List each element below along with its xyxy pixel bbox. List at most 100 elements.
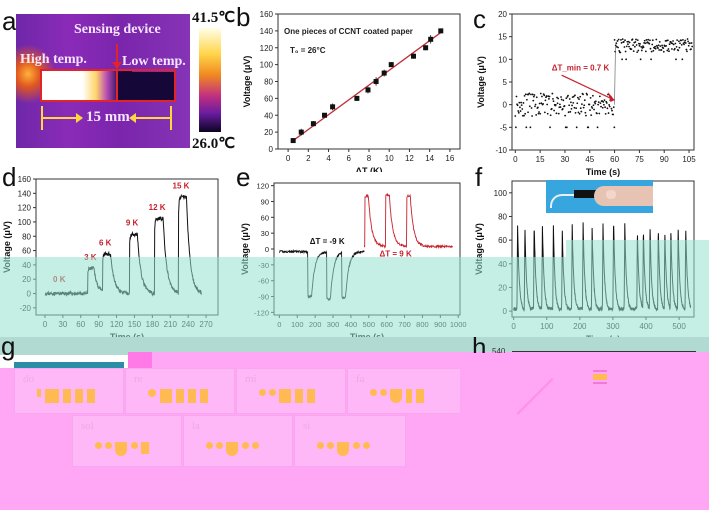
data-point xyxy=(322,112,328,118)
y-axis-label: Voltage (μV) xyxy=(476,56,486,108)
data-point xyxy=(603,103,605,106)
note-thumbnail: do xyxy=(14,368,124,414)
data-point xyxy=(569,110,572,113)
data-point xyxy=(584,111,587,114)
data-point xyxy=(643,39,646,42)
data-point xyxy=(672,43,675,46)
data-point xyxy=(659,45,662,48)
data-point xyxy=(677,40,680,43)
data-point xyxy=(365,87,371,93)
data-point xyxy=(546,103,549,106)
data-point xyxy=(558,103,561,106)
y-tick-label: 60 xyxy=(264,94,273,103)
data-point xyxy=(290,138,296,144)
data-point xyxy=(687,40,690,43)
keys-icon xyxy=(259,389,321,405)
data-point xyxy=(655,38,658,41)
data-point xyxy=(524,93,527,96)
data-point xyxy=(567,111,570,114)
data-point xyxy=(677,49,680,52)
data-point xyxy=(582,93,584,96)
data-point xyxy=(679,42,681,45)
data-point xyxy=(652,49,655,52)
y-tick-label: 160 xyxy=(18,175,32,184)
x-tick-label: 0 xyxy=(286,154,291,163)
data-point xyxy=(539,92,542,95)
data-point xyxy=(599,102,602,104)
keys-icon xyxy=(95,442,157,458)
data-point xyxy=(531,93,534,96)
data-point xyxy=(523,94,526,97)
data-point xyxy=(690,48,692,51)
data-point xyxy=(354,95,360,101)
data-point xyxy=(525,98,528,101)
data-point xyxy=(655,44,658,47)
highlight-overlay-right xyxy=(566,240,709,257)
y-tick-label: 100 xyxy=(18,218,32,227)
data-point xyxy=(562,99,565,102)
panel-c-letter: c xyxy=(473,4,486,34)
data-point xyxy=(545,95,548,97)
keys-icon xyxy=(317,442,379,458)
data-point xyxy=(686,50,688,53)
data-point xyxy=(662,47,665,49)
data-point xyxy=(588,103,591,106)
panel-g-photo-strip xyxy=(14,362,124,372)
data-point xyxy=(632,50,635,53)
data-point xyxy=(540,102,543,105)
y-tick-label: 80 xyxy=(264,78,273,87)
high-temp-label: High temp. xyxy=(20,52,87,67)
data-point xyxy=(640,49,643,52)
data-point xyxy=(555,112,558,115)
data-point xyxy=(601,106,604,109)
data-point xyxy=(661,44,663,47)
data-point xyxy=(681,58,684,61)
data-point xyxy=(587,126,590,129)
data-point xyxy=(549,114,552,117)
data-point xyxy=(514,115,517,117)
y-tick-label: 5 xyxy=(503,78,508,87)
data-point xyxy=(521,108,524,110)
x-axis-label: ΔT (K) xyxy=(356,166,383,172)
data-point xyxy=(672,40,674,42)
data-point xyxy=(520,101,522,104)
data-point xyxy=(537,112,540,115)
data-point xyxy=(662,50,665,53)
x-tick-label: 8 xyxy=(367,154,372,163)
y-tick-label: -5 xyxy=(500,123,508,132)
data-point xyxy=(628,45,630,48)
data-point xyxy=(684,42,687,44)
data-point xyxy=(604,106,606,109)
note-label: sol xyxy=(81,420,94,432)
x-tick-label: 16 xyxy=(445,154,454,163)
data-point xyxy=(586,93,589,96)
data-point xyxy=(568,104,571,107)
data-point xyxy=(642,46,645,49)
data-point xyxy=(548,95,551,98)
data-point xyxy=(636,51,639,54)
data-point xyxy=(612,106,615,109)
data-point xyxy=(550,107,553,110)
data-point xyxy=(666,49,669,52)
data-point xyxy=(639,58,642,61)
data-point xyxy=(657,44,660,47)
data-point xyxy=(552,97,554,100)
data-point xyxy=(640,45,643,48)
data-point xyxy=(529,126,532,129)
y-tick-label: 10 xyxy=(498,55,507,64)
data-point xyxy=(682,39,684,41)
data-point xyxy=(615,42,618,45)
length-label: 15 mm xyxy=(86,109,130,125)
y-tick-label: 100 xyxy=(260,61,274,70)
data-point xyxy=(645,39,648,41)
x-tick-label: 105 xyxy=(682,155,696,164)
data-point xyxy=(538,102,541,105)
data-point xyxy=(621,58,624,61)
data-point xyxy=(542,103,545,105)
data-point xyxy=(635,38,637,41)
data-point xyxy=(573,106,576,109)
annotation-temperature: T₀ = 26°C xyxy=(290,46,326,55)
y-tick-label: 160 xyxy=(260,10,274,19)
y-tick-label: 120 xyxy=(256,182,269,191)
